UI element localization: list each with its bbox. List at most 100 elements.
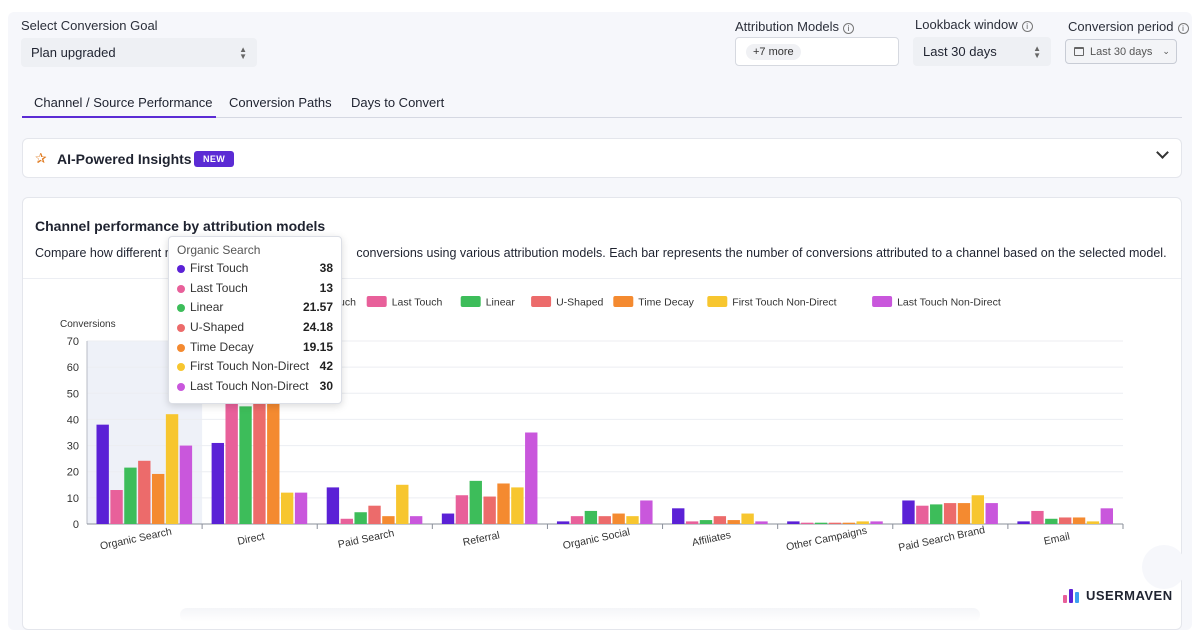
y-tick-label: 10 <box>67 493 79 505</box>
legend-label: Last Touch Non-Direct <box>897 297 1001 309</box>
tooltip-row: Last Touch 13 <box>177 280 333 300</box>
bar <box>1100 508 1113 524</box>
bar <box>110 490 123 524</box>
active-tab-indicator <box>22 116 216 118</box>
legend-label: First Touch Non-Direct <box>732 297 836 309</box>
series-dot <box>177 383 185 392</box>
tooltip-series-value: 13 <box>319 280 333 295</box>
legend-label: uch <box>339 297 356 309</box>
logo-bar <box>1069 589 1073 603</box>
tooltip-series-value: 30 <box>319 379 333 394</box>
y-tick-label: 0 <box>73 519 79 531</box>
bar <box>441 513 455 524</box>
bar <box>267 398 280 524</box>
legend-label: Time Decay <box>638 297 694 309</box>
bar <box>294 492 308 524</box>
x-tick-label: Email <box>1043 530 1071 547</box>
insights-title: AI-Powered Insights <box>57 151 192 167</box>
tooltip-series-value: 24.18 <box>302 320 333 335</box>
bar <box>699 520 713 524</box>
bar <box>556 521 570 524</box>
tooltip-row: First Touch Non-Direct 42 <box>177 358 333 378</box>
bar <box>469 480 482 524</box>
bar <box>525 432 538 524</box>
legend-label: Linear <box>486 297 516 309</box>
bar <box>368 505 381 524</box>
tooltip-row: First Touch 38 <box>177 260 333 280</box>
bar <box>570 516 584 524</box>
bar <box>672 508 685 524</box>
chat-widget[interactable] <box>1142 545 1186 589</box>
bar <box>870 521 883 524</box>
y-tick-label: 50 <box>67 388 79 400</box>
info-icon[interactable]: i <box>1021 21 1033 32</box>
period-picker[interactable]: Last 30 days ⌄ <box>1065 39 1177 64</box>
bar <box>497 483 510 524</box>
y-tick-label: 70 <box>67 336 79 348</box>
bar <box>409 516 423 524</box>
bar <box>755 521 768 524</box>
tab-channel-source[interactable]: Channel / Source Performance <box>34 95 213 110</box>
more-chip[interactable]: +7 more <box>746 44 801 60</box>
bar <box>902 500 915 524</box>
x-tick-label: Direct <box>236 530 265 547</box>
y-tick-label: 40 <box>67 414 79 426</box>
tooltip-series-name: First Touch <box>190 261 249 275</box>
bar <box>340 518 353 524</box>
goal-select[interactable]: Plan upgraded ▲ ▼ <box>21 38 257 67</box>
bar <box>1017 521 1030 524</box>
attribution-multiselect[interactable]: +7 more <box>735 37 899 66</box>
goal-label: Select Conversion Goal <box>21 18 158 33</box>
lookback-label-text: Lookback window <box>915 17 1018 32</box>
bar <box>842 522 856 524</box>
lookback-label: Lookback window i <box>915 17 1033 32</box>
updown-icon: ▲ ▼ <box>1033 43 1041 60</box>
tooltip-series-name: Time Decay <box>190 339 254 354</box>
logo-bar <box>1075 592 1079 603</box>
bar <box>713 516 727 524</box>
ai-insights-panel[interactable]: ✰ AI-Powered Insights NEW <box>22 138 1182 178</box>
bar <box>455 495 469 524</box>
info-icon[interactable]: i <box>1177 23 1189 34</box>
legend-swatch <box>872 296 893 307</box>
bar <box>612 513 625 524</box>
period-label: Conversion period i <box>1068 19 1189 34</box>
bar <box>151 473 165 524</box>
calendar-icon <box>1074 47 1084 56</box>
bar <box>801 522 814 524</box>
bar <box>211 442 224 524</box>
sparkle-icon: ✰ <box>35 150 47 166</box>
legend-swatch <box>613 296 634 307</box>
bar <box>685 521 699 524</box>
lookback-value: Last 30 days <box>923 44 997 59</box>
chart-tooltip: Organic Search First Touch 38 Last Touch 13… <box>168 236 342 404</box>
bar <box>396 484 409 524</box>
card-title: Channel performance by attribution model… <box>35 218 326 234</box>
bar <box>957 503 971 524</box>
bar <box>930 504 943 524</box>
x-tick-label: Paid Search Brand <box>897 524 986 554</box>
legend-label: U-Shaped <box>556 297 603 309</box>
lookback-select[interactable]: Last 30 days ▲ ▼ <box>913 37 1051 66</box>
bar <box>483 496 496 524</box>
tooltip-series-value: 42 <box>319 359 333 374</box>
x-tick-label: Other Campaigns <box>785 525 868 554</box>
info-icon[interactable]: i <box>843 23 855 34</box>
usermaven-logo: USERMAVEN <box>1063 588 1173 603</box>
tab-conversion-paths[interactable]: Conversion Paths <box>229 95 332 110</box>
x-tick-label: Referral <box>462 529 501 549</box>
desc-part-2: conversions using various attribution mo… <box>352 246 1167 260</box>
tooltip-series-name: Linear <box>190 300 224 315</box>
card-description: Compare how different r conversions usin… <box>35 246 1167 260</box>
x-tick-label: Organic Search <box>99 526 173 553</box>
bar <box>741 513 754 524</box>
bar <box>1086 521 1100 524</box>
tab-days-to-convert[interactable]: Days to Convert <box>351 95 445 110</box>
legend-label: Last Touch <box>392 297 443 309</box>
x-tick-label: Organic Social <box>562 526 631 552</box>
tooltip-series-name: First Touch Non-Direct <box>190 359 310 374</box>
y-tick-label: 20 <box>67 467 79 479</box>
legend-swatch <box>531 296 552 307</box>
bar <box>856 521 869 524</box>
